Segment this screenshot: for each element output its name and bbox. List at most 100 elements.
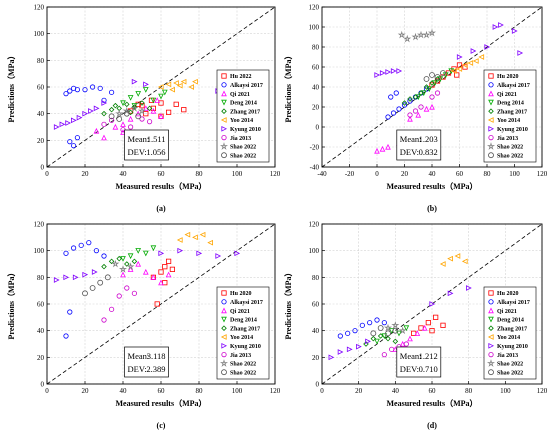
data-point [116,116,123,122]
y-tick-label: 20 [312,354,320,362]
y-axis-label: Predictions（MPa） [6,269,16,340]
series-5 [363,333,399,347]
data-point [124,285,130,291]
x-tick-label: 60 [158,170,166,178]
scatter-panel-4: 0 20 40 60 80 100 120 0 20 40 60 80 100 120 Measured r… [283,221,548,431]
data-point [181,107,187,113]
y-axis-label: Predictions（MPa） [283,52,293,123]
series-2 [337,317,387,339]
legend-label: Kyung 2010 [497,127,528,133]
data-point [158,100,164,106]
data-point [131,258,138,265]
legend-label: Alkaysi 2017 [230,300,263,306]
data-point [82,271,89,278]
mean-value: 1.212 [419,351,438,361]
dev-label: DEV: [128,364,147,374]
data-point [392,327,399,334]
x-tick-label: -20 [345,170,355,178]
data-point [78,242,84,248]
data-point [53,124,60,130]
x-axis-label: Measured results（MPa） [386,181,477,191]
data-point [154,301,160,307]
data-point [169,266,175,272]
legend-label: Alkaysi 2017 [230,83,263,89]
legend-label: Jia 2013 [230,136,251,142]
data-point [154,97,161,103]
legend-marker [221,73,227,79]
data-point [461,62,468,68]
scatter-panel-3: 0 20 40 60 80 100 120 0 20 40 60 80 100 120 Measured r… [6,221,281,431]
data-point [412,108,419,114]
data-point [440,322,446,328]
y-tick-label: 40 [312,84,320,92]
data-point [173,80,179,86]
data-point [180,78,187,85]
data-point [385,143,391,150]
data-point [184,231,191,238]
data-point [128,124,134,130]
legend-marker [488,152,494,159]
data-point [374,147,380,154]
data-point [63,333,69,339]
scatter-panel-2: -40 -20 0 20 40 60 80 100 120 -40 -20 0 20 40 60 80 100 1… [283,4,548,214]
data-point [71,117,77,124]
data-point [403,34,412,43]
data-point [108,258,115,265]
data-point [101,253,107,259]
x-tick-label: 120 [270,387,281,395]
data-point [456,62,463,68]
legend-label: Qi 2021 [497,309,517,315]
legend-label: Hu 2020 [497,291,519,297]
data-point [158,250,165,257]
legend-label: Shao 2022 [497,370,523,376]
data-point [176,82,183,89]
legend-marker [221,351,227,358]
data-point [82,87,88,93]
data-point [142,250,149,257]
data-point [116,293,122,299]
legend-marker [220,117,227,123]
data-point [429,301,436,307]
data-point [401,102,408,108]
series-5 [101,255,138,270]
panel-label: (a) [156,204,166,213]
mean-value: 1.203 [419,134,438,144]
y-tick-label: 120 [309,221,320,229]
data-point [401,100,408,106]
data-point [131,78,138,85]
data-point [492,24,499,30]
y-tick-label: 80 [312,274,320,282]
data-point [337,349,344,355]
data-point [374,72,381,78]
data-point [130,104,139,112]
x-tick-label: 20 [401,170,409,178]
data-point [215,253,222,259]
x-tick-label: 100 [500,387,511,395]
x-tick-label: 80 [196,387,204,395]
data-point [411,32,420,41]
legend-marker [221,90,227,97]
data-point [150,107,157,114]
data-point [109,306,115,312]
data-point [123,110,130,117]
legend-label: Shao 2022 [497,145,523,151]
data-point [396,106,402,112]
data-point [396,330,402,337]
legend-label: Yoo 2014 [230,118,253,124]
legend-label: Shao 2022 [230,370,256,376]
y-tick-label: 20 [37,354,45,362]
data-point [120,100,126,107]
data-point [111,259,120,268]
data-point [345,330,351,336]
data-point [101,317,107,323]
data-point [425,320,431,326]
data-point [142,87,149,93]
data-point [379,145,386,152]
data-point [97,85,103,91]
legend-marker [221,290,227,296]
legend-label: Shao 2022 [230,362,256,368]
data-point [101,97,107,103]
series-9 [111,259,135,273]
legend-label: Kyung 2010 [497,344,528,350]
data-point [447,290,454,297]
